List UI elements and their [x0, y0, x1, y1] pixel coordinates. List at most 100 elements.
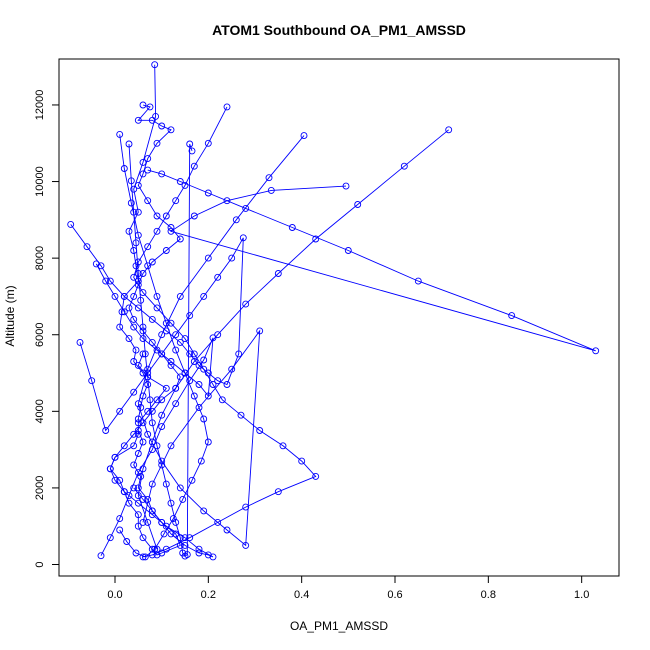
data-point	[148, 507, 156, 515]
data-point	[288, 224, 296, 231]
data-point	[204, 392, 212, 400]
x-tick-label: 0.4	[294, 589, 309, 601]
data-point	[144, 430, 152, 438]
data-point	[148, 511, 156, 519]
data-point	[200, 292, 208, 300]
data-point	[134, 469, 142, 477]
data-point	[172, 346, 180, 354]
data-point	[195, 549, 203, 557]
data-point	[134, 430, 142, 438]
data-point	[265, 174, 273, 182]
series-4	[134, 132, 308, 549]
data-point	[312, 472, 320, 480]
data-point	[204, 254, 212, 262]
data-point	[160, 530, 168, 538]
series-8	[92, 260, 217, 560]
data-point	[144, 262, 152, 270]
data-point	[167, 126, 175, 134]
data-point	[97, 552, 105, 560]
series-line	[128, 143, 193, 557]
x-axis-label: OA_PM1_AMSSD	[290, 619, 388, 633]
data-point	[167, 442, 175, 450]
y-tick-label: 8000	[34, 246, 46, 270]
data-point	[144, 155, 152, 163]
data-point	[158, 411, 166, 419]
data-point	[190, 350, 198, 358]
data-point	[242, 204, 250, 212]
chart-title: ATOM1 Southbound OA_PM1_AMSSD	[212, 22, 466, 38]
data-point	[167, 319, 175, 327]
data-point	[176, 292, 184, 300]
data-point	[162, 522, 170, 530]
data-point	[256, 427, 264, 434]
data-point	[223, 103, 231, 111]
data-point	[139, 534, 147, 542]
data-point	[209, 553, 217, 561]
data-point	[130, 461, 138, 469]
y-tick-label: 4000	[34, 399, 46, 423]
data-point	[190, 392, 198, 400]
data-point	[162, 212, 170, 220]
data-point	[342, 182, 350, 190]
data-point	[204, 438, 212, 446]
data-point	[242, 541, 250, 549]
data-point	[214, 273, 222, 281]
data-point	[162, 319, 170, 327]
data-point	[144, 243, 152, 251]
data-point	[200, 356, 208, 364]
series-line	[70, 224, 244, 432]
data-point	[148, 116, 156, 124]
data-point	[162, 480, 170, 488]
data-point	[200, 507, 208, 515]
data-point	[274, 270, 282, 277]
data-point	[176, 178, 184, 185]
data-point	[274, 488, 282, 496]
data-point	[354, 201, 362, 208]
data-point	[125, 227, 133, 235]
series-line	[137, 129, 449, 550]
data-point	[214, 518, 222, 526]
data-point	[120, 292, 128, 300]
data-point	[158, 122, 166, 130]
data-point	[172, 518, 180, 526]
data-point	[132, 239, 140, 247]
data-point	[172, 384, 180, 392]
data-point	[102, 427, 110, 434]
x-axis: 0.0 0.2 0.4 0.6 0.8 1.0	[107, 576, 589, 601]
data-point	[111, 453, 119, 461]
data-point	[204, 189, 212, 197]
data-point	[120, 308, 128, 316]
data-point	[158, 549, 166, 557]
y-tick-label: 6000	[34, 322, 46, 346]
data-point	[242, 503, 250, 511]
data-point	[237, 411, 245, 419]
data-point	[125, 304, 133, 312]
data-point	[181, 534, 189, 542]
data-point	[146, 396, 154, 404]
data-point	[130, 388, 138, 396]
data-point	[130, 358, 138, 365]
data-point	[179, 495, 187, 503]
data-point	[181, 541, 189, 549]
data-point	[148, 407, 156, 415]
data-point	[228, 254, 236, 262]
data-point	[167, 227, 175, 235]
data-point	[139, 518, 147, 526]
data-point	[158, 350, 166, 358]
data-point	[200, 415, 208, 423]
data-point	[134, 492, 142, 500]
y-axis-label: Altitude (m)	[3, 285, 17, 346]
data-point	[134, 258, 142, 266]
series-10	[125, 140, 196, 560]
data-point	[158, 518, 166, 526]
data-point	[130, 185, 138, 193]
data-point	[139, 465, 147, 473]
y-axis: 0 2000 4000 6000 8000 10000 12000	[34, 90, 59, 568]
series-line	[109, 64, 181, 556]
x-tick-label: 0.2	[201, 589, 216, 601]
data-point	[134, 511, 142, 519]
data-point	[153, 227, 161, 235]
data-point	[144, 381, 152, 388]
data-point	[134, 415, 142, 423]
data-point	[158, 461, 166, 469]
